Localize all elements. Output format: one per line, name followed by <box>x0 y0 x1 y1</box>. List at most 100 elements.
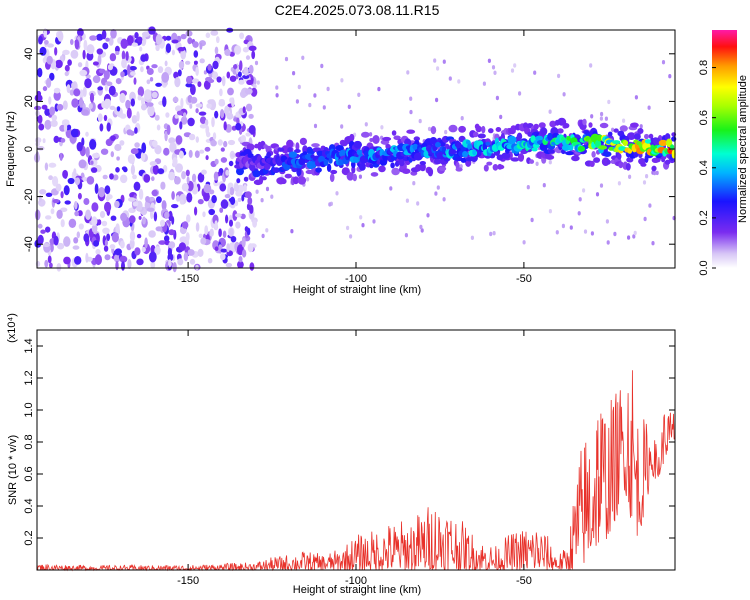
spectrogram-noise-cell <box>238 79 245 85</box>
spectrogram-ridge-cell <box>571 155 580 162</box>
spectrogram-noise-cell <box>147 105 155 117</box>
spectrogram-noise-cell <box>246 79 254 85</box>
spectrogram-noise-cell <box>63 123 68 133</box>
spectrogram-noise-cell <box>548 109 552 114</box>
spectrogram-noise-cell <box>171 204 179 209</box>
spectrogram-ridge-cell <box>286 139 294 149</box>
spectrogram-noise-cell <box>230 236 237 243</box>
y-tick-label: 0.4 <box>23 498 35 513</box>
spectrogram-noise-cell <box>141 142 147 154</box>
spectrogram-noise-cell <box>182 221 189 229</box>
spectrogram-noise-cell <box>226 243 230 253</box>
spectrogram-noise-cell <box>99 123 104 132</box>
spectrogram-noise-cell <box>177 69 182 77</box>
spectrogram-noise-cell <box>189 258 196 265</box>
spectrogram-noise-cell <box>583 229 588 234</box>
spectrogram-noise-cell <box>79 97 84 108</box>
spectrogram-ridge-cell <box>630 122 639 128</box>
spectrogram-noise-cell <box>214 110 219 119</box>
spectrogram-noise-cell <box>199 42 203 50</box>
spectrogram-ridge-cell <box>591 151 596 158</box>
spectrogram-noise-cell <box>74 210 79 217</box>
spectrogram-noise-cell <box>203 80 211 90</box>
spectrogram-noise-cell <box>77 210 83 217</box>
spectrogram-noise-cell <box>106 233 111 242</box>
spectrogram-noise-cell <box>49 72 55 81</box>
colorbar-label: Normalized spectral amplitude <box>737 75 749 223</box>
spectrogram-noise-cell <box>322 105 326 110</box>
spectrogram-noise-cell <box>197 81 202 88</box>
spectrogram-noise-cell <box>125 51 129 61</box>
spectrogram-noise-cell <box>234 200 239 207</box>
spectrogram-ridge-cell <box>369 163 374 169</box>
spectrogram-noise-cell <box>235 122 242 131</box>
spectrogram-ridge-cell <box>427 167 434 177</box>
spectrogram-noise-cell <box>249 262 255 271</box>
spectrogram-noise-cell <box>295 99 299 104</box>
spectrogram-ridge-cell <box>472 131 479 138</box>
spectrogram-noise-cell <box>45 215 52 220</box>
spectrogram-noise-cell <box>180 97 184 109</box>
spectrogram-noise-cell <box>225 262 233 268</box>
spectrogram-noise-cell <box>211 117 215 128</box>
spectrogram-noise-cell <box>214 246 219 251</box>
spectrogram-noise-cell <box>209 228 214 237</box>
spectrogram-noise-cell <box>181 183 189 192</box>
spectrogram-ridge-cell <box>606 159 611 165</box>
spectrogram-noise-cell <box>247 243 254 253</box>
spectrogram-noise-cell <box>110 29 117 39</box>
spectrogram-noise-cell <box>151 91 158 99</box>
snr-x-ticks: -150 -100 -50 <box>177 330 532 587</box>
spectrogram-noise-cell <box>195 108 199 114</box>
spectrogram-ridge-cell <box>401 168 411 174</box>
spectrogram-noise-cell <box>340 78 344 83</box>
spectrogram-noise-cell <box>199 149 205 154</box>
spectrogram-noise-cell <box>628 174 632 179</box>
spectrogram-noise-cell <box>313 123 318 129</box>
spectrogram-noise-cell <box>647 105 651 110</box>
spectrogram-noise-cell <box>141 103 147 111</box>
spectrogram-noise-cell <box>46 43 55 48</box>
spectrogram-noise-cell <box>622 118 626 123</box>
spectrogram-noise-cell <box>37 114 43 124</box>
spectrogram-noise-cell <box>96 33 104 41</box>
spectrogram-ridge-cell <box>438 166 447 171</box>
spectrogram-noise-cell <box>160 181 166 190</box>
spectrogram-noise-cell <box>180 33 187 40</box>
x-tick-label: -50 <box>516 273 532 285</box>
spectrogram-noise-cell <box>152 164 159 175</box>
spectrogram-ridge-cell <box>485 141 491 146</box>
spectrogram-noise-cell <box>79 69 88 77</box>
spectrogram-ridge-cell <box>561 144 571 151</box>
spectrogram-noise-cell <box>59 152 63 161</box>
spectrogram-ridge-cell <box>640 162 647 167</box>
spectrogram-ridge-cell <box>435 141 441 148</box>
spectrogram-ridge-cell <box>281 145 290 154</box>
spectrogram-noise-cell <box>194 150 200 158</box>
spectrogram-noise-cell <box>86 44 95 55</box>
spectrogram-noise-cell <box>177 47 185 52</box>
spectrogram-noise-cell <box>175 163 183 173</box>
spectrogram-noise-cell <box>61 119 70 126</box>
spectrogram-ridge-cell <box>335 145 344 151</box>
spectrogram-noise-cell <box>123 167 128 173</box>
snr-panel: -150 -100 -50 0.2 0.4 0.6 0.8 1.0 1.2 1.4 Height… <box>6 313 676 596</box>
spectrogram-noise-cell <box>172 157 178 166</box>
spectrogram-noise-cell <box>165 43 172 53</box>
spectrogram-noise-cell <box>52 199 60 204</box>
spectrogram-noise-cell <box>154 114 160 121</box>
spectrogram-noise-cell <box>590 114 594 119</box>
spectrogram-ridge-cell <box>351 166 356 174</box>
spectrogram-noise-cell <box>235 221 241 229</box>
spectrogram-noise-cell <box>195 66 199 76</box>
spectrogram-ridge-cell <box>346 172 354 181</box>
spectrogram-noise-cell <box>131 42 138 47</box>
spectrogram-noise-cell <box>141 246 146 253</box>
spectrogram-noise-cell <box>60 219 65 228</box>
spectrogram-noise-cell <box>335 191 339 196</box>
spectrogram-noise-cell <box>189 103 193 109</box>
spectrogram-y-ticks: -40 -20 0 20 40 <box>23 48 675 252</box>
spectrogram-ridge-cell <box>465 140 471 145</box>
spectrogram-noise-cell <box>108 85 116 96</box>
spectrogram-noise-cell <box>328 202 332 207</box>
